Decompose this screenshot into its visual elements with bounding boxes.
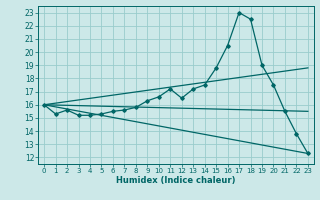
X-axis label: Humidex (Indice chaleur): Humidex (Indice chaleur) (116, 176, 236, 185)
